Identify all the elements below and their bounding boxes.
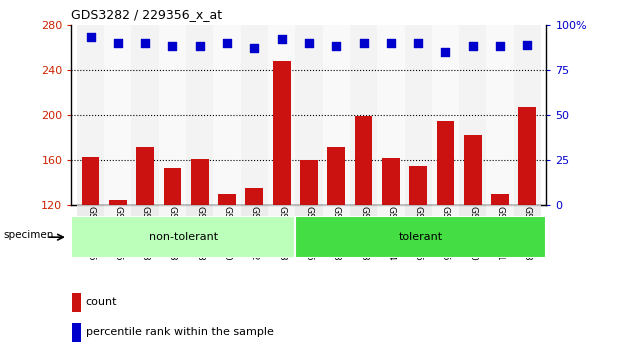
Text: non-tolerant: non-tolerant	[148, 232, 218, 242]
Bar	[350, 205, 377, 216]
Bar	[300, 160, 318, 205]
Text: GSM124842: GSM124842	[250, 206, 259, 260]
Bar	[218, 194, 236, 205]
Bar	[404, 25, 432, 205]
Point	[222, 40, 232, 46]
Bar	[514, 25, 541, 205]
Point	[331, 44, 341, 49]
Bar	[109, 200, 127, 205]
Bar	[377, 205, 404, 216]
Point	[113, 40, 123, 46]
Bar	[459, 205, 486, 216]
Bar	[350, 25, 377, 205]
Bar	[104, 205, 132, 216]
Bar	[71, 216, 295, 258]
Text: GSM124575: GSM124575	[86, 206, 95, 261]
Text: GSM124834: GSM124834	[386, 206, 396, 261]
Text: GSM124840: GSM124840	[222, 206, 232, 261]
Text: percentile rank within the sample: percentile rank within the sample	[86, 327, 273, 337]
Point	[386, 40, 396, 46]
Bar	[322, 205, 350, 216]
Bar	[437, 121, 455, 205]
Bar	[409, 166, 427, 205]
Point	[277, 36, 287, 42]
Bar	[77, 25, 104, 205]
Bar	[273, 61, 291, 205]
Point	[468, 44, 478, 49]
Bar	[214, 205, 241, 216]
Bar	[186, 25, 214, 205]
Bar	[245, 188, 263, 205]
Bar	[295, 216, 546, 258]
Bar	[296, 25, 322, 205]
Bar	[241, 25, 268, 205]
Point	[495, 44, 505, 49]
Point	[140, 40, 150, 46]
Bar	[73, 293, 81, 312]
Bar	[77, 205, 104, 216]
Bar	[73, 323, 81, 342]
Bar	[214, 25, 241, 205]
Point	[413, 40, 423, 46]
Bar	[322, 25, 350, 205]
Point	[358, 40, 368, 46]
Text: GSM124850: GSM124850	[468, 206, 478, 261]
Bar	[241, 205, 268, 216]
Text: GSM124863: GSM124863	[277, 206, 286, 261]
Bar	[191, 159, 209, 205]
Text: GSM124833: GSM124833	[168, 206, 177, 261]
Bar	[159, 25, 186, 205]
Text: GSM124753: GSM124753	[359, 206, 368, 261]
Text: GSM124675: GSM124675	[113, 206, 122, 261]
Text: GSM124853: GSM124853	[523, 206, 532, 261]
Bar	[81, 157, 99, 205]
Bar	[486, 205, 514, 216]
Bar	[159, 205, 186, 216]
Point	[250, 45, 260, 51]
Point	[168, 44, 178, 49]
Bar	[327, 147, 345, 205]
Bar	[132, 205, 159, 216]
Bar	[491, 194, 509, 205]
Text: count: count	[86, 297, 117, 307]
Point	[440, 49, 450, 55]
Bar	[355, 116, 373, 205]
Text: GSM124836: GSM124836	[414, 206, 423, 261]
Point	[195, 44, 205, 49]
Bar	[432, 205, 459, 216]
Point	[522, 42, 532, 47]
Text: GSM124845: GSM124845	[441, 206, 450, 261]
Text: GSM124851: GSM124851	[496, 206, 505, 261]
Text: tolerant: tolerant	[399, 232, 443, 242]
Bar	[136, 147, 154, 205]
Bar	[132, 25, 159, 205]
Text: GDS3282 / 229356_x_at: GDS3282 / 229356_x_at	[71, 8, 222, 21]
Point	[86, 35, 96, 40]
Bar	[268, 205, 296, 216]
Text: GSM124748: GSM124748	[140, 206, 150, 261]
Text: specimen: specimen	[4, 230, 54, 240]
Text: GSM124646: GSM124646	[304, 206, 314, 261]
Bar	[296, 205, 322, 216]
Bar	[268, 25, 296, 205]
Bar	[519, 107, 537, 205]
Text: GSM124648: GSM124648	[332, 206, 341, 261]
Bar	[104, 25, 132, 205]
Bar	[404, 205, 432, 216]
Bar	[486, 25, 514, 205]
Bar	[514, 205, 541, 216]
Bar	[432, 25, 459, 205]
Bar	[382, 158, 400, 205]
Bar	[459, 25, 486, 205]
Point	[304, 40, 314, 46]
Text: GSM124838: GSM124838	[195, 206, 204, 261]
Bar	[377, 25, 404, 205]
Bar	[186, 205, 214, 216]
Bar	[464, 135, 482, 205]
Bar	[163, 168, 181, 205]
